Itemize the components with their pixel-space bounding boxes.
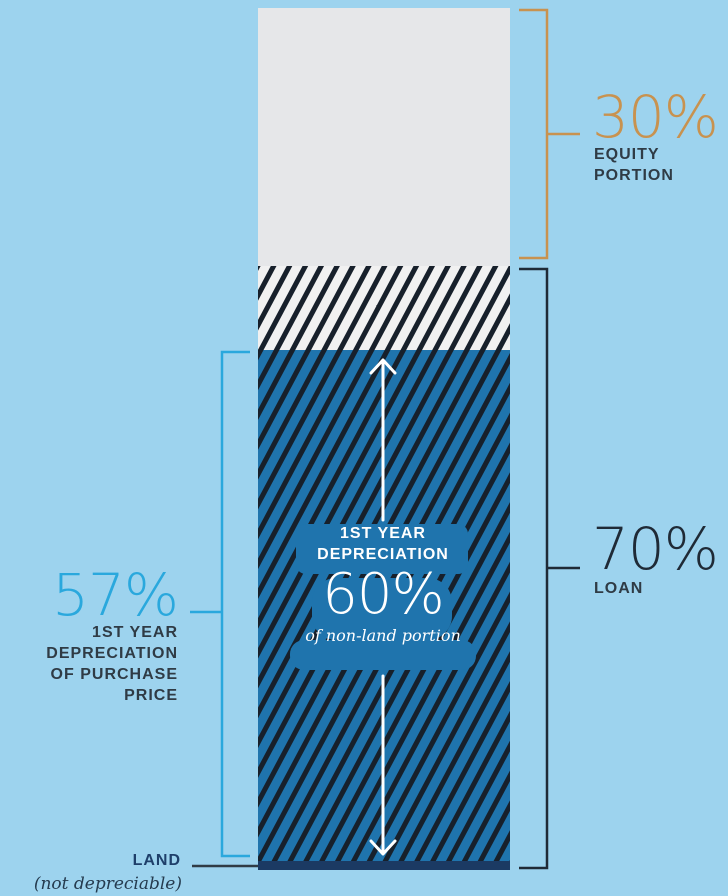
depreciation-caption: 1ST YEAR DEPRECIATION OF PURCHASE PRICE	[46, 624, 178, 704]
depreciation-bracket	[190, 350, 250, 858]
center-percent: 60%	[322, 562, 444, 627]
center-label-backing	[290, 524, 476, 670]
loan-caption: LOAN	[594, 580, 644, 597]
center-subtitle: of non-land portion	[305, 626, 461, 645]
land-sublabel: (not depreciable)	[33, 874, 182, 894]
center-depreciation-label: 1ST YEAR DEPRECIATION 60% of non-land po…	[288, 523, 478, 647]
depreciation-percent: 57%	[52, 561, 179, 629]
loan-bracket	[519, 267, 580, 870]
land-segment	[258, 861, 510, 870]
equity-percent: 30%	[592, 83, 719, 151]
equity-segment	[258, 8, 510, 266]
center-title: 1ST YEAR DEPRECIATION	[317, 525, 449, 563]
land-label: LAND	[132, 852, 181, 869]
equity-caption: EQUITY PORTION	[594, 146, 674, 184]
equity-bracket	[519, 8, 580, 260]
depreciation-span-arrow	[369, 358, 397, 856]
loan-percent: 70%	[592, 515, 719, 583]
